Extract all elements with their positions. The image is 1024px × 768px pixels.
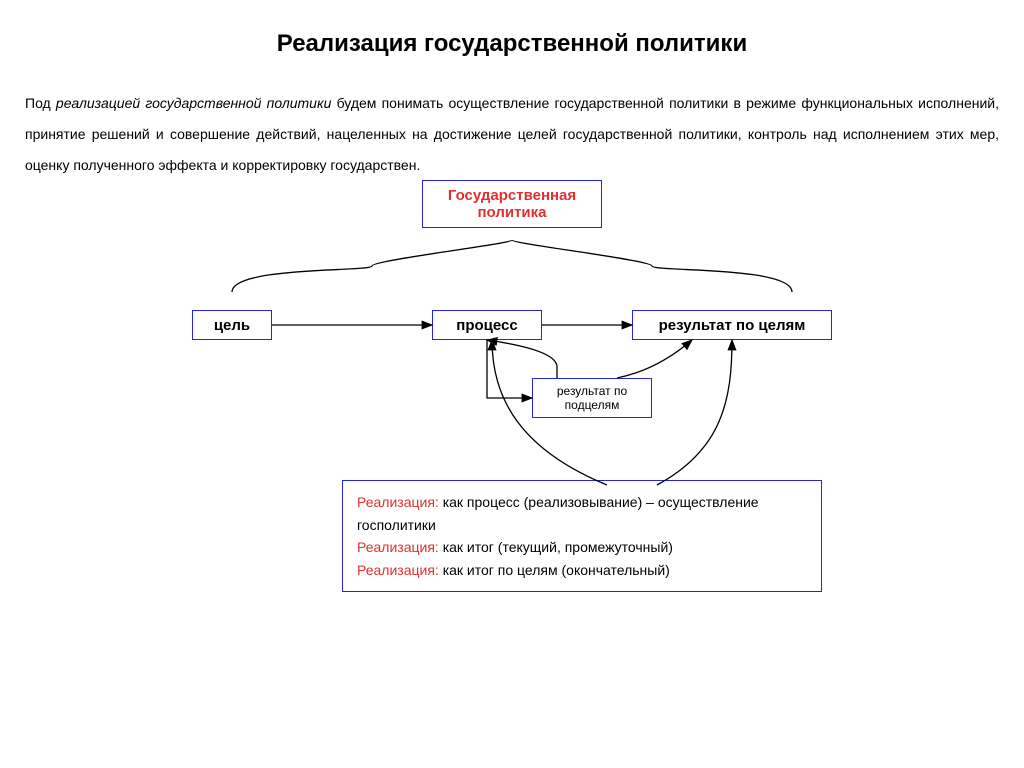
realization-box: Реализация: как процесс (реализовывание)…	[342, 480, 822, 592]
node-subresult: результат по подцелям	[532, 378, 652, 418]
node-result: результат по целям	[632, 310, 832, 340]
realization-label: Реализация:	[357, 539, 439, 555]
node-top-l2: политика	[423, 204, 601, 221]
realization-text: как итог по целям (окончательный)	[439, 562, 670, 578]
realization-label: Реализация:	[357, 494, 439, 510]
node-goal-label: цель	[193, 317, 271, 334]
page-title: Реализация государственной политики	[25, 30, 999, 58]
node-top-l1: Государственная	[423, 187, 601, 204]
para-italic: реализацией государственной политики	[56, 95, 331, 111]
node-goal: цель	[192, 310, 272, 340]
node-sub-l2: подцелям	[533, 398, 651, 412]
realization-label: Реализация:	[357, 562, 439, 578]
realization-row: Реализация: как итог (текущий, промежуто…	[357, 536, 807, 558]
diagram: Государственная политика цель процесс ре…	[162, 180, 862, 610]
realization-row: Реализация: как процесс (реализовывание)…	[357, 491, 807, 536]
node-process: процесс	[432, 310, 542, 340]
node-top: Государственная политика	[422, 180, 602, 228]
node-process-label: процесс	[433, 317, 541, 334]
node-result-label: результат по целям	[633, 317, 831, 334]
realization-row: Реализация: как итог по целям (окончател…	[357, 559, 807, 581]
realization-text: как итог (текущий, промежуточный)	[439, 539, 673, 555]
intro-paragraph: Под реализацией государственной политики…	[25, 88, 999, 180]
para-pre: Под	[25, 95, 56, 111]
node-sub-l1: результат по	[533, 384, 651, 398]
